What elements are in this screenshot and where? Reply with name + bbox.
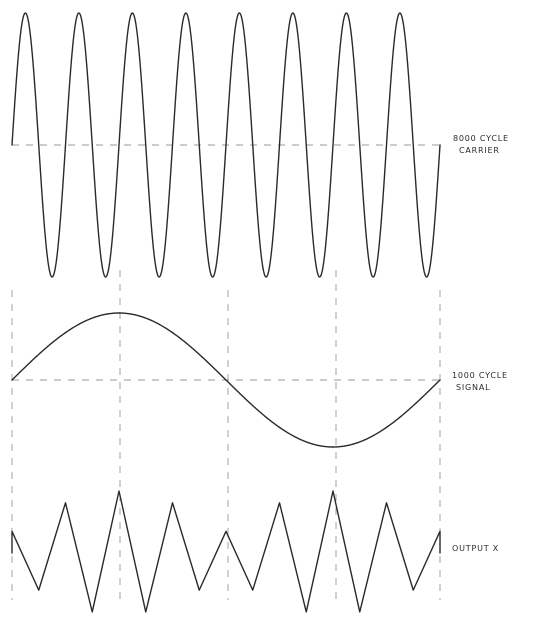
output-waveform [11,490,441,613]
signal-label: 1000 CYCLE SIGNAL [452,371,511,392]
carrier-waveform [11,12,441,278]
signal-label-line-1: 1000 CYCLE [452,371,508,380]
carrier-label-line-2: CARRIER [459,146,500,155]
signal-waveform [11,312,441,448]
signal-label-line-2: SIGNAL [456,383,490,392]
carrier-label-line-1: 8000 CYCLE [453,134,509,143]
output-label-line-1: OUTPUT X [452,544,499,553]
carrier-label: 8000 CYCLE CARRIER [453,134,512,155]
output-label: OUTPUT X [452,544,499,553]
